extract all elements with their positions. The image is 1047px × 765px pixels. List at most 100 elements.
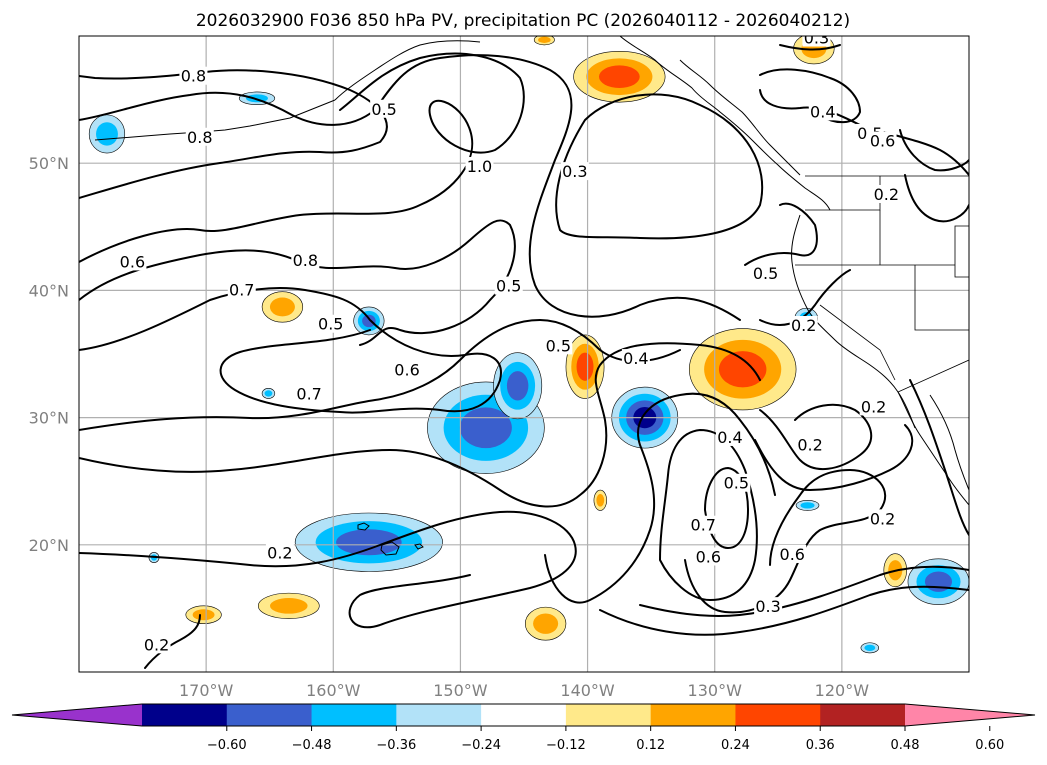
colorbar-segment <box>311 704 397 726</box>
contour-line <box>79 342 761 508</box>
contour-labels: 0.8 0.8 0.5 1.0 0.3 0.3 0.4 0.5 0.6 0.2 0.6 0.8 0.7 0… <box>118 29 901 654</box>
contour-line <box>759 68 861 124</box>
contour-label-halo <box>118 252 147 271</box>
contour-label-halo <box>868 509 897 528</box>
contour-label-halo <box>754 597 783 616</box>
contour-label-halo <box>859 397 888 416</box>
contour-line <box>544 392 776 604</box>
contour-label: 0.6 <box>120 252 145 271</box>
contour-label: 0.2 <box>861 397 886 416</box>
precip-south-positive-a <box>185 605 222 624</box>
precip-level <box>864 644 876 651</box>
contour-label-halo <box>621 349 650 368</box>
colorbar-tick-label: 0.60 <box>975 738 1004 753</box>
contour-label-halo <box>796 435 825 454</box>
contour-line <box>704 467 749 549</box>
colorbar-tick-label: −0.36 <box>376 738 416 753</box>
coastline-bc <box>679 59 801 176</box>
precip-level <box>596 494 605 507</box>
precip-central-pacific-positive <box>261 291 304 323</box>
coastline-aleutians <box>94 99 336 141</box>
contour-label: 0.3 <box>804 29 829 48</box>
lat-label: 30°N <box>29 409 69 428</box>
contour-line <box>79 52 525 263</box>
contour-label: 0.5 <box>724 474 749 493</box>
longitude-labels: 170°W 160°W 150°W 140°W 130°W 120°W <box>179 681 869 700</box>
contour-label-halo <box>185 127 214 146</box>
contour-label-halo <box>802 36 831 47</box>
precip-tiny-negative-a <box>261 388 276 399</box>
contour-label: 0.7 <box>296 385 321 404</box>
contour-line <box>79 287 502 414</box>
lon-label: 160°W <box>306 681 361 700</box>
precip-small-negative-south <box>860 642 880 654</box>
contour-label: 0.6 <box>870 132 895 151</box>
colorbar-segment <box>226 704 313 726</box>
contour-line <box>599 585 969 636</box>
precip-level <box>599 65 640 89</box>
colorbar-segment <box>481 704 567 726</box>
contour-line <box>639 565 969 617</box>
contour-label: 0.2 <box>870 509 895 528</box>
contour-label-halo <box>872 185 901 203</box>
precip-level <box>336 529 402 556</box>
contour-label: 0.6 <box>780 545 805 564</box>
lon-label: 140°W <box>560 681 615 700</box>
precip-southwest-positive <box>257 592 320 619</box>
contour-line <box>909 379 969 536</box>
contour-line <box>754 424 914 491</box>
colorbar-segment <box>820 704 906 726</box>
contour-label-halo <box>465 157 494 176</box>
precip-small-positive-c <box>593 489 607 511</box>
contour-label: 0.4 <box>717 428 742 447</box>
colorbar-extend-low <box>12 704 142 726</box>
precip-level <box>269 297 295 317</box>
contour-label: 0.2 <box>791 316 816 335</box>
colorbar-segment <box>142 704 228 726</box>
lat-label: 20°N <box>29 536 69 555</box>
contour-line <box>79 319 681 431</box>
contour-label: 0.7 <box>691 516 716 535</box>
contour-label-halo <box>142 635 171 654</box>
lon-label: 170°W <box>179 681 234 700</box>
colorbar: −0.60 −0.48 −0.36 −0.24 −0.12 0.12 0.24 0.36 0.4… <box>11 703 1036 753</box>
contour-label: 0.2 <box>874 185 899 204</box>
coastline-alaska-sw <box>334 40 481 101</box>
contour-label-halo <box>715 427 744 446</box>
colorbar-tick-label: −0.12 <box>546 738 586 753</box>
contour-label-halo <box>560 162 589 181</box>
contour-label-halo <box>295 384 324 403</box>
coastline-alaska <box>619 36 831 211</box>
contour-label-halo <box>751 263 780 282</box>
colorbar-tick-label: 0.36 <box>806 738 835 753</box>
contour-label-halo <box>789 316 818 335</box>
contour-line <box>779 44 841 51</box>
contour-label-halo <box>544 336 573 355</box>
lat-label: 40°N <box>29 281 69 300</box>
contour-label: 0.8 <box>187 128 212 147</box>
colorbar-tick-label: −0.48 <box>292 738 332 753</box>
precip-level <box>264 390 273 397</box>
contour-line <box>899 129 969 172</box>
coastline-mexico <box>929 394 969 491</box>
coastline-hawaii-a <box>357 522 370 531</box>
contour-label: 0.4 <box>810 102 835 121</box>
precip-south-positive-b <box>524 606 567 641</box>
precip-california-positive <box>688 328 797 411</box>
contour-line <box>744 202 818 266</box>
precip-level <box>192 609 215 621</box>
precip-level <box>576 352 594 381</box>
precip-aleutian-negative <box>88 114 126 154</box>
precip-mid-pacific-positive <box>565 334 605 399</box>
political-borders <box>795 175 969 393</box>
border-state-4 <box>819 304 896 381</box>
latitude-labels: 50°N 40°N 30°N 20°N <box>29 154 69 555</box>
coastline-hawaii-b <box>380 541 400 556</box>
contour-line <box>684 469 887 614</box>
precip-subtropical-negative-north <box>493 352 543 420</box>
colorbar-segment <box>735 704 821 726</box>
precip-level <box>270 598 308 614</box>
contour-label-halo <box>689 515 718 534</box>
precip-mexico-negative <box>907 558 969 605</box>
